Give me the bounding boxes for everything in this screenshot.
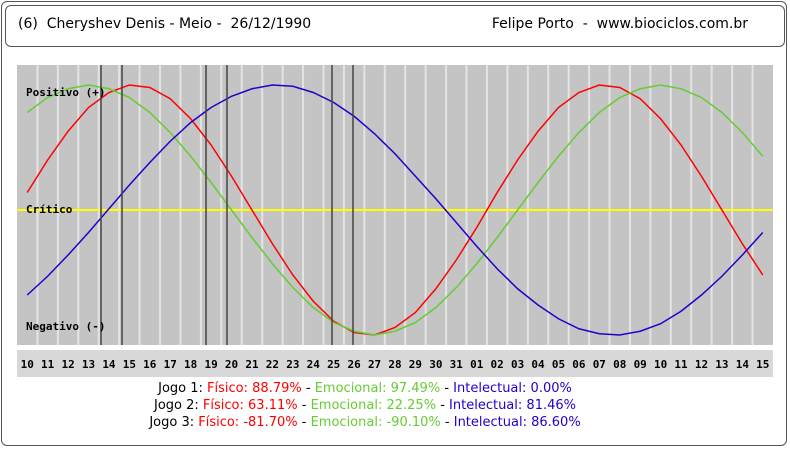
x-tick-label: 15	[756, 358, 769, 371]
x-tick-label: 29	[409, 358, 422, 371]
x-tick-label: 11	[674, 358, 688, 371]
separator: -	[301, 398, 307, 413]
game-markers	[100, 65, 354, 345]
x-tick-label: 13	[715, 358, 728, 371]
x-tick-label: 05	[552, 358, 565, 371]
x-tick-label: 20	[225, 358, 238, 371]
item-value: 97.49%	[390, 381, 441, 396]
game-line: Jogo 3: Físico: -81.70% - Emocional: -90…	[0, 414, 730, 431]
x-tick-label: 14	[736, 358, 750, 371]
item-name: Físico:	[207, 381, 249, 396]
item-value: -90.10%	[386, 415, 441, 430]
plot-background	[17, 65, 773, 377]
item-value: 22.25%	[386, 398, 437, 413]
y-tick-label: Crítico	[26, 203, 73, 216]
separator: -	[301, 415, 307, 430]
item-name: Intelectual:	[453, 381, 527, 396]
series-line	[26, 84, 764, 336]
x-tick-label: 27	[368, 358, 381, 371]
game-name: Jogo 2:	[154, 398, 199, 413]
item-name: Intelectual:	[449, 398, 523, 413]
item-name: Físico:	[202, 398, 244, 413]
x-tick-label: 31	[450, 358, 464, 371]
footer: Jogo 1: Físico: 88.79% - Emocional: 97.4…	[0, 380, 730, 431]
item-name: Intelectual:	[453, 415, 527, 430]
separator: -	[444, 381, 450, 396]
item-name: Emocional:	[314, 381, 387, 396]
labels: 10 11 12 13 14 15 16 17 18 19 20 21 22 23 24 25 26 27 28 29…	[21, 86, 770, 371]
item-value: 86.60%	[531, 415, 581, 430]
x-tick-label: 17	[164, 358, 177, 371]
x-tick-label: 10	[654, 358, 667, 371]
game-line: Jogo 2: Físico: 63.11% - Emocional: 22.2…	[0, 397, 730, 414]
x-tick-label: 14	[102, 358, 116, 371]
x-tick-label: 24	[307, 358, 321, 371]
x-tick-label: 09	[634, 358, 647, 371]
item-value: 63.11%	[248, 398, 298, 413]
x-tick-label: 08	[613, 358, 626, 371]
x-tick-label: 19	[204, 358, 217, 371]
x-tick-label: 03	[511, 358, 524, 371]
separator: -	[444, 415, 450, 430]
x-tick-label: 12	[61, 358, 74, 371]
x-tick-label: 25	[327, 358, 340, 371]
item-name: Físico:	[198, 415, 240, 430]
header-left: (6) Cheryshev Denis - Meio - 26/12/1990	[18, 16, 312, 32]
x-tick-label: 18	[184, 358, 197, 371]
x-tick-label: 11	[41, 358, 55, 371]
item-name: Emocional:	[310, 398, 383, 413]
header: (6) Cheryshev Denis - Meio - 26/12/1990 …	[5, 5, 785, 47]
x-tick-label: 26	[348, 358, 362, 371]
item-value: 88.79%	[252, 381, 302, 396]
negative-label: Negativo (-)	[26, 320, 105, 333]
series-line	[26, 84, 764, 336]
x-tick-label: 12	[695, 358, 708, 371]
x-tick-label: 28	[388, 358, 401, 371]
item-value: 81.46%	[526, 398, 576, 413]
item-value: 0.00%	[530, 381, 572, 396]
x-tick-label: 21	[245, 358, 259, 371]
label-row	[17, 350, 773, 377]
x-tick-label: 02	[491, 358, 504, 371]
item-value: -81.70%	[243, 415, 298, 430]
game-name: Jogo 1:	[158, 381, 203, 396]
x-tick-label: 07	[593, 358, 606, 371]
x-tick-label: 16	[143, 358, 157, 371]
x-tick-label: 10	[21, 358, 34, 371]
marks	[26, 84, 764, 336]
game-name: Jogo 3:	[149, 415, 195, 430]
separator: -	[305, 381, 311, 396]
x-tick-label: 13	[82, 358, 95, 371]
x-tick-label: 04	[531, 358, 545, 371]
x-tick-label: 15	[123, 358, 136, 371]
header-right: Felipe Porto - www.biociclos.com.br	[491, 16, 748, 32]
x-tick-label: 23	[286, 358, 299, 371]
plot-area	[17, 65, 773, 345]
item-name: Emocional:	[310, 415, 383, 430]
game-line: Jogo 1: Físico: 88.79% - Emocional: 97.4…	[0, 380, 730, 397]
positive-label: Positivo (+)	[26, 86, 105, 99]
x-tick-label: 06	[572, 358, 586, 371]
x-tick-label: 30	[429, 358, 442, 371]
separator: -	[440, 398, 445, 413]
series-line	[26, 84, 764, 336]
x-tick-label: 01	[470, 358, 484, 371]
x-tick-label: 22	[266, 358, 279, 371]
